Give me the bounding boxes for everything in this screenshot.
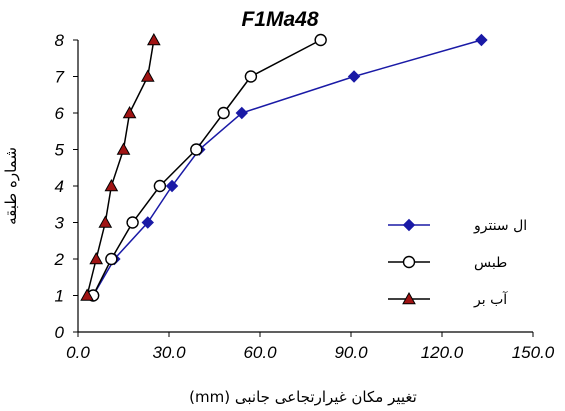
- y-tick-label: 6: [55, 104, 65, 123]
- data-point: [98, 215, 113, 228]
- x-tick-label: 30.0: [152, 343, 186, 362]
- data-point: [235, 106, 249, 120]
- data-point: [80, 288, 94, 301]
- y-axis-label-group: شماره طبقه: [2, 147, 20, 225]
- series-line: [92, 39, 322, 296]
- data-point: [105, 252, 118, 266]
- y-tick-label: 2: [54, 250, 65, 269]
- data-point: [140, 69, 155, 82]
- x-tick-label: 0.0: [66, 343, 90, 362]
- data-point: [347, 70, 361, 83]
- data-point: [314, 33, 327, 47]
- data-point: [141, 216, 154, 229]
- x-tick-label: 150.0: [512, 343, 555, 362]
- legend-marker: [402, 291, 416, 305]
- y-axis-label: شماره طبقه: [2, 147, 20, 225]
- y-tick-label: 1: [55, 287, 64, 306]
- data-point: [116, 142, 131, 155]
- legend-label: طبس: [474, 255, 507, 271]
- data-point: [153, 179, 167, 193]
- y-tick-label: 7: [55, 68, 65, 87]
- plot-area: 0.0 30.0 60.0 90.0 120.0 150.0 0 1 2 3 4 5 6 7 8: [54, 31, 555, 362]
- x-axis-label: تغییر مکان غیرارتجاعی جانبی (mm): [189, 388, 417, 406]
- data-point: [475, 33, 488, 47]
- y-tick-label: 8: [55, 31, 65, 50]
- legend-label: ال سنترو: [473, 218, 527, 234]
- data-point: [89, 251, 104, 265]
- x-tick-label: 60.0: [243, 343, 277, 362]
- series-line: [92, 39, 482, 296]
- data-point: [126, 216, 139, 229]
- y-tick-label: 0: [55, 323, 65, 342]
- data-point: [217, 106, 230, 120]
- data-point: [244, 70, 258, 83]
- data-point: [122, 105, 137, 119]
- legend-marker: [402, 255, 416, 269]
- x-tick-label: 90.0: [334, 343, 368, 362]
- y-tick-label: 4: [55, 177, 64, 196]
- legend-label: آب بر: [473, 291, 508, 308]
- y-tick-label: 3: [55, 214, 65, 233]
- legend-marker: [402, 218, 416, 232]
- data-point: [104, 178, 119, 192]
- series-line: [86, 39, 155, 296]
- y-tick-label: 5: [55, 141, 65, 160]
- legend: ال سنترو طبس آب بر: [388, 218, 527, 308]
- data-point: [146, 32, 161, 46]
- data-point: [165, 179, 179, 193]
- data-point: [190, 143, 203, 156]
- chart-title: F1Ma48: [241, 8, 318, 31]
- x-tick-label: 120.0: [421, 343, 464, 362]
